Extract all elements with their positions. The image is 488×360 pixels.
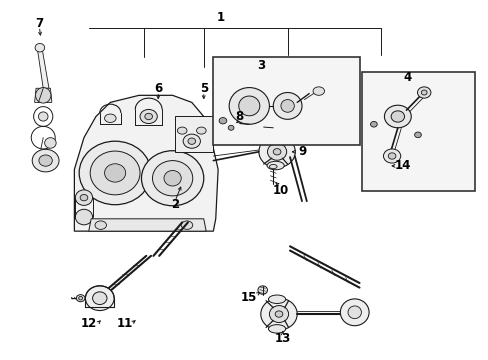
Ellipse shape: [79, 296, 82, 300]
Text: 4: 4: [403, 71, 411, 84]
Ellipse shape: [269, 165, 277, 169]
Bar: [213, 57, 359, 145]
Ellipse shape: [39, 112, 48, 121]
Ellipse shape: [312, 87, 324, 95]
Ellipse shape: [266, 161, 284, 170]
Ellipse shape: [340, 299, 368, 326]
Text: 10: 10: [272, 184, 288, 197]
Polygon shape: [74, 95, 218, 231]
Ellipse shape: [80, 194, 88, 201]
Text: 5: 5: [199, 82, 207, 95]
Ellipse shape: [238, 96, 259, 116]
Ellipse shape: [187, 138, 195, 144]
Ellipse shape: [414, 132, 421, 138]
Ellipse shape: [177, 127, 186, 134]
Ellipse shape: [421, 90, 426, 95]
Ellipse shape: [370, 121, 376, 127]
Ellipse shape: [268, 325, 285, 333]
Text: 8: 8: [235, 110, 244, 123]
Text: 9: 9: [297, 145, 305, 158]
Ellipse shape: [267, 143, 286, 160]
Ellipse shape: [152, 161, 192, 196]
Ellipse shape: [104, 114, 116, 122]
Ellipse shape: [92, 292, 107, 305]
Text: 6: 6: [154, 82, 162, 95]
Ellipse shape: [273, 93, 302, 119]
Text: 12: 12: [81, 318, 97, 330]
Ellipse shape: [90, 151, 140, 195]
Ellipse shape: [417, 87, 430, 98]
Ellipse shape: [85, 286, 114, 311]
Ellipse shape: [275, 311, 282, 317]
Text: 11: 11: [116, 318, 133, 330]
Ellipse shape: [36, 87, 51, 103]
Text: 14: 14: [394, 159, 410, 172]
Ellipse shape: [79, 141, 151, 205]
Bar: [361, 72, 473, 190]
Ellipse shape: [221, 105, 234, 117]
Ellipse shape: [258, 136, 295, 168]
Ellipse shape: [219, 118, 226, 124]
Ellipse shape: [269, 306, 288, 323]
Ellipse shape: [347, 306, 361, 319]
Polygon shape: [35, 88, 52, 102]
Ellipse shape: [268, 295, 285, 303]
Ellipse shape: [141, 151, 203, 206]
Ellipse shape: [75, 209, 92, 225]
Ellipse shape: [386, 161, 397, 171]
Ellipse shape: [181, 221, 192, 229]
Ellipse shape: [39, 155, 52, 166]
Ellipse shape: [104, 164, 125, 182]
Ellipse shape: [75, 190, 92, 206]
Ellipse shape: [383, 149, 400, 163]
Ellipse shape: [228, 125, 233, 130]
Ellipse shape: [273, 149, 280, 155]
Ellipse shape: [76, 294, 85, 302]
Text: 13: 13: [274, 332, 290, 345]
Ellipse shape: [387, 153, 395, 159]
Ellipse shape: [140, 109, 157, 123]
Text: 15: 15: [241, 291, 257, 303]
Bar: [175, 117, 213, 152]
Ellipse shape: [257, 286, 267, 294]
Polygon shape: [89, 219, 206, 231]
Text: 1: 1: [216, 11, 224, 24]
Ellipse shape: [266, 133, 284, 141]
Ellipse shape: [44, 138, 56, 148]
Polygon shape: [38, 49, 49, 88]
Ellipse shape: [229, 87, 269, 124]
Ellipse shape: [196, 127, 206, 134]
Ellipse shape: [95, 221, 106, 229]
Text: 7: 7: [35, 17, 43, 30]
Ellipse shape: [163, 171, 181, 186]
Text: 2: 2: [171, 198, 179, 211]
Ellipse shape: [390, 111, 404, 122]
Text: 3: 3: [257, 59, 265, 72]
Ellipse shape: [35, 44, 44, 52]
Ellipse shape: [224, 109, 230, 114]
Ellipse shape: [32, 149, 59, 172]
Ellipse shape: [144, 113, 152, 120]
Ellipse shape: [280, 100, 294, 112]
Ellipse shape: [183, 134, 200, 148]
Ellipse shape: [260, 298, 297, 330]
Ellipse shape: [384, 105, 410, 128]
